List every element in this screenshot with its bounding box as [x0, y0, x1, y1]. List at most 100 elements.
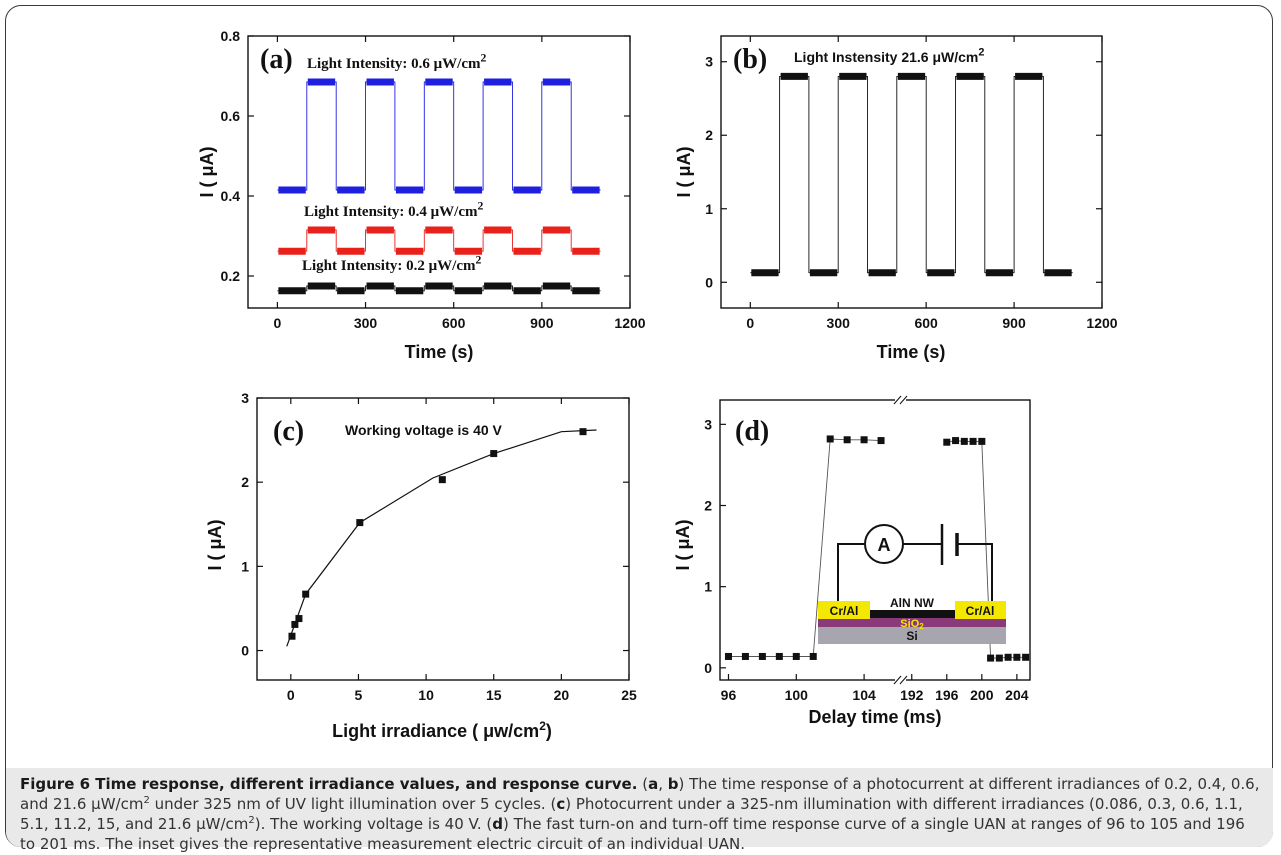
panel-c-data-point: [302, 590, 310, 598]
panel-d-segment-2-point: [1022, 653, 1030, 661]
panel-d-x-tick-label: 192: [900, 687, 924, 703]
panel-d-segment-2-point: [995, 654, 1003, 662]
panel-d-segment-1-point: [775, 652, 783, 660]
caption-text: under 325 nm of UV light illumination ov…: [149, 795, 557, 813]
panel-a-plot-frame: [247, 35, 631, 309]
panel-a-y-tick-label: 0.6: [221, 108, 241, 124]
panel-d-axis-break-top: [895, 396, 906, 404]
panel-d-segment-1-point: [724, 652, 732, 660]
panel-c-data-point: [356, 519, 364, 527]
panel-b-y-tick-label: 2: [705, 127, 713, 143]
panel-b-axes: 0 300 600 900 1200 0 1 2 3: [705, 35, 1118, 331]
panel-d-axis-break-mark: [893, 675, 902, 685]
panel-b-x-axis-title: Time (s): [877, 342, 946, 362]
panel-d-segment-1-point: [826, 435, 834, 443]
caption-text: ) Photocurrent under a 325-nm illuminati…: [20, 795, 1243, 833]
panel-b-x-tick-label: 300: [827, 315, 851, 331]
panel-d-segment-1-point: [860, 436, 868, 444]
panel-b-y-tick-label: 3: [705, 54, 713, 70]
panel-a-series-3-label: Light Intensity: 0.2 μW/cm2: [302, 253, 482, 274]
panel-b-x-tick-label: 0: [746, 315, 754, 331]
panel-c-label: (c): [273, 416, 304, 447]
panel-a-label: (a): [260, 44, 293, 75]
panel-c-data-point: [288, 632, 296, 640]
panel-c-x-tick-label: 20: [554, 687, 570, 703]
panel-c-x-tick-label: 10: [418, 687, 434, 703]
panel-d-axis-break-mark: [899, 675, 908, 685]
panel-c-data-point: [291, 620, 299, 628]
panel-c-x-tick-label: 5: [355, 687, 363, 703]
panel-d-segment-1-point: [758, 652, 766, 660]
panel-a-y-axis-title: I ( μA): [197, 146, 217, 197]
caption-text: ) The fast turn-on and turn-off time res…: [20, 815, 1245, 853]
panel-d-label: (d): [735, 416, 769, 447]
panel-a-x-tick-label: 300: [354, 315, 378, 331]
panel-d-x-tick-label: 200: [970, 687, 994, 703]
panel-d-inset-wire-left: [837, 543, 864, 601]
panel-d-segment-1-point: [877, 437, 885, 445]
panel-c-data-point: [490, 450, 498, 458]
panel-b-y-tick-label: 1: [705, 201, 713, 217]
panel-c-data-point: [295, 615, 303, 623]
panel-a-series-1-label: Light Intensity: 0.6 μW/cm2: [307, 51, 487, 72]
panel-c-fit-line: [286, 429, 597, 647]
panel-d-segment-1-point: [809, 652, 817, 660]
panel-d-segment-2-line: [946, 440, 1026, 659]
caption-text: ,: [658, 775, 668, 793]
panel-b-x-tick-label: 900: [1002, 315, 1026, 331]
panel-d-inset-ammeter-symbol: A: [878, 535, 891, 555]
panel-a-x-tick-label: 600: [442, 315, 466, 331]
panel-c-data-point: [438, 476, 446, 484]
panel-d-inset-nanowire-label: AlN NW: [890, 596, 935, 610]
panel-b-x-tick-label: 1200: [1086, 315, 1117, 331]
panel-b-series-1-label: Light Instensity 21.6 μW/cm2: [794, 47, 984, 65]
panel-d-inset-substrate-label: Si: [906, 629, 917, 643]
panel-c-x-tick-label: 15: [486, 687, 502, 703]
panel-d-inset-left-contact: [818, 601, 870, 619]
panel-a-series-1-trace: [277, 81, 601, 191]
panel-c-y-tick-label: 2: [241, 474, 249, 490]
panel-c-x-tick-label: 25: [621, 687, 637, 703]
panel-b-y-tick-label: 0: [705, 274, 713, 290]
panel-d-inset-right-contact: [955, 601, 1006, 619]
figure-frame: [5, 5, 1273, 847]
caption-title: Figure 6 Time response, different irradi…: [20, 775, 638, 793]
panel-b-series-1-trace: [750, 75, 1073, 274]
panel-d-y-tick-label: 0: [704, 660, 712, 676]
panel-b-plot-frame: [720, 35, 1103, 309]
caption-ref-d: d: [492, 815, 503, 833]
panel-d-x-tick-label: 104: [852, 687, 876, 703]
caption-ref-c: c: [556, 795, 566, 813]
figure-caption: Figure 6 Time response, different irradi…: [6, 768, 1273, 853]
panel-d-inset-nanowire: [870, 610, 955, 618]
panel-d-x-tick-label: 196: [935, 687, 959, 703]
panel-d-x-tick-label: 100: [785, 687, 809, 703]
panel-d-segment-1-point: [792, 652, 800, 660]
panel-d-segment-2-point: [1004, 653, 1012, 661]
caption-sup: 2: [248, 815, 255, 826]
panel-c-y-tick-label: 0: [241, 643, 249, 659]
panel-d-y-axis-title: I ( μA): [673, 519, 693, 570]
panel-c-data-point: [579, 428, 587, 436]
panel-a-y-tick-label: 0.4: [221, 188, 241, 204]
panel-d-axis-break-mark: [893, 395, 902, 405]
panel-a-series-2-label: Light Intensity: 0.4 μW/cm2: [304, 199, 484, 220]
panel-d-segment-1-point: [843, 436, 851, 444]
panel-a-y-tick-label: 0.8: [221, 28, 241, 44]
panel-d-segment-2-point: [960, 437, 968, 445]
panel-d-x-tick-label: 204: [1005, 687, 1029, 703]
panel-d-x-tick-label: 96: [721, 687, 737, 703]
panel-d-x-axis-title: Delay time (ms): [808, 707, 941, 727]
panel-c-axes: 0 5 10 15 20 25 0 1 2 3: [241, 390, 637, 703]
panel-d-inset-right-contact-label: Cr/Al: [966, 604, 995, 618]
caption-ref-b: b: [667, 775, 679, 793]
panel-c-y-tick-label: 1: [241, 558, 249, 574]
panel-b-x-tick-label: 600: [914, 315, 938, 331]
caption-ref-a: a: [648, 775, 659, 793]
panel-c-y-axis-title: I ( μA): [205, 519, 225, 570]
caption-text: (: [637, 775, 649, 793]
panel-d-segment-2-point: [952, 437, 960, 445]
panel-d-axis-break-bottom: [895, 676, 906, 684]
panel-d-segment-2-point: [969, 437, 977, 445]
